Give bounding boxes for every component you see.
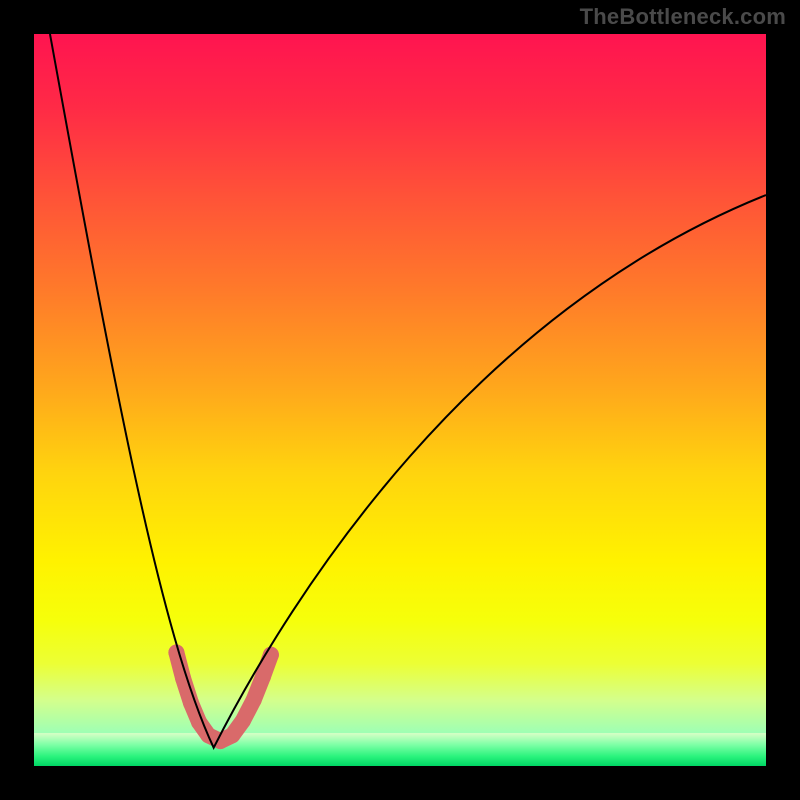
green-band — [34, 733, 766, 766]
bottleneck-chart — [0, 0, 800, 800]
watermark-text: TheBottleneck.com — [580, 4, 786, 30]
plot-background — [34, 34, 766, 766]
